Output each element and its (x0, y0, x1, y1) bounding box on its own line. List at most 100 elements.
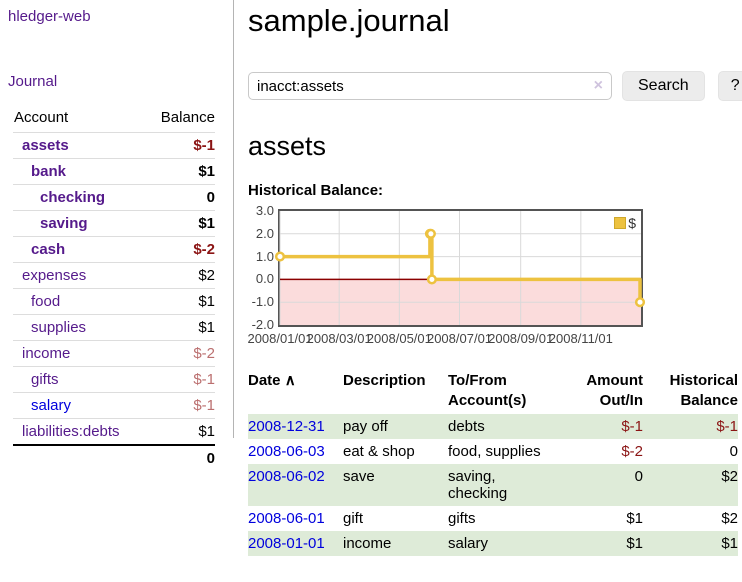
date-link[interactable]: 2008-06-03 (248, 443, 325, 460)
register-balance-cell: $1 (643, 531, 738, 556)
account-link[interactable]: cash (31, 241, 65, 258)
register-row: 2008-06-03eat & shopfood, supplies$-20 (248, 439, 738, 464)
register-header-row: Date ∧ Description To/From Account(s) Am… (248, 368, 738, 414)
account-link[interactable]: income (22, 345, 70, 362)
col-header-amount: Amount Out/In (569, 368, 643, 414)
account-balance: $1 (146, 159, 215, 185)
clear-search-icon[interactable]: × (594, 76, 603, 96)
account-link[interactable]: saving (40, 215, 88, 232)
account-link[interactable]: salary (31, 397, 71, 414)
chart-legend: $ (614, 215, 636, 231)
account-balance: $-1 (146, 367, 215, 393)
register-accounts-cell: gifts (448, 506, 569, 531)
register-date-cell: 2008-06-02 (248, 464, 343, 506)
account-row: supplies$1 (13, 315, 215, 341)
register-description-cell: income (343, 531, 448, 556)
register-date-cell: 2008-06-03 (248, 439, 343, 464)
x-axis-tick-label: 2008/05/01 (367, 331, 432, 346)
date-link[interactable]: 2008-06-02 (248, 468, 325, 485)
register-description-cell: pay off (343, 414, 448, 439)
search-row: × Search ? (248, 71, 742, 101)
account-row: salary$-1 (13, 393, 215, 419)
balance-column-header: Balance (146, 106, 215, 133)
col-header-accounts: To/From Account(s) (448, 368, 569, 414)
register-amount-cell: $-1 (569, 414, 643, 439)
account-link[interactable]: assets (22, 137, 69, 154)
account-heading: assets (248, 130, 742, 162)
account-balance: $1 (146, 419, 215, 446)
register-balance-cell: $-1 (643, 414, 738, 439)
register-balance-cell: $2 (643, 464, 738, 506)
register-row: 2008-12-31pay offdebts$-1$-1 (248, 414, 738, 439)
sidebar: hledger-web Journal Account Balance asse… (0, 0, 233, 582)
account-balance: $-1 (146, 133, 215, 159)
col-header-date[interactable]: Date ∧ (248, 368, 343, 414)
account-balance: $1 (146, 289, 215, 315)
historical-balance-chart: $ 3.02.01.00.0-1.0-2.02008/01/012008/03/… (248, 209, 668, 351)
x-axis-tick-label: 2008/11/01 (549, 331, 613, 346)
search-box: × (248, 72, 612, 100)
legend-swatch-icon (614, 217, 626, 229)
chart-plot: $ (278, 209, 643, 327)
accounts-total-balance: 0 (146, 445, 215, 471)
account-link[interactable]: bank (31, 163, 66, 180)
x-axis-tick-label: 2008/07/01 (427, 331, 492, 346)
register-accounts-cell: salary (448, 531, 569, 556)
register-table: Date ∧ Description To/From Account(s) Am… (248, 368, 738, 556)
search-input[interactable] (248, 72, 612, 100)
accounts-total-row: 0 (13, 445, 215, 471)
register-date-cell: 2008-01-01 (248, 531, 343, 556)
account-link[interactable]: supplies (31, 319, 86, 336)
account-row: liabilities:debts $1 (13, 419, 215, 446)
y-axis-tick-label: -2.0 (248, 317, 274, 332)
register-row: 2008-01-01incomesalary$1$1 (248, 531, 738, 556)
date-link[interactable]: 2008-06-01 (248, 510, 325, 527)
account-row: saving$1 (13, 211, 215, 237)
register-description-cell: save (343, 464, 448, 506)
account-balance: $-2 (146, 237, 215, 263)
journal-link[interactable]: Journal (8, 73, 233, 90)
y-axis-tick-label: 3.0 (248, 203, 274, 218)
y-axis-tick-label: 2.0 (248, 226, 274, 241)
col-header-balance: Historical Balance (643, 368, 738, 414)
register-amount-cell: $1 (569, 531, 643, 556)
register-date-cell: 2008-12-31 (248, 414, 343, 439)
register-row: 2008-06-02savesaving, checking0$2 (248, 464, 738, 506)
register-row: 2008-06-01giftgifts$1$2 (248, 506, 738, 531)
account-link[interactable]: checking (40, 189, 105, 206)
account-link[interactable]: gifts (31, 371, 59, 388)
chart-title: Historical Balance: (248, 182, 742, 199)
y-axis-tick-label: -1.0 (248, 294, 274, 309)
search-button[interactable]: Search (622, 71, 705, 101)
help-button[interactable]: ? (718, 71, 742, 101)
page: hledger-web Journal Account Balance asse… (0, 0, 742, 582)
page-title: sample.journal (248, 3, 742, 39)
account-balance: 0 (146, 185, 215, 211)
register-balance-cell: 0 (643, 439, 738, 464)
x-axis-tick-label: 2008/01/01 (247, 331, 312, 346)
account-row: expenses$2 (13, 263, 215, 289)
x-axis-tick-label: 2008/03/01 (307, 331, 372, 346)
account-row: checking 0 (13, 185, 215, 211)
x-axis-tick-label: 2008/09/01 (488, 331, 553, 346)
register-date-cell: 2008-06-01 (248, 506, 343, 531)
register-accounts-cell: saving, checking (448, 464, 569, 506)
col-header-description: Description (343, 368, 448, 414)
y-axis-tick-label: 1.0 (248, 249, 274, 264)
account-row: income $-2 (13, 341, 215, 367)
account-balance: $-2 (146, 341, 215, 367)
app-title-link[interactable]: hledger-web (8, 8, 233, 25)
main-content: sample.journal × Search ? assets Histori… (233, 0, 742, 582)
sort-ascending-icon: ∧ (285, 372, 296, 389)
account-row: assets $-1 (13, 133, 215, 159)
account-row: cash $-2 (13, 237, 215, 263)
account-link[interactable]: food (31, 293, 60, 310)
register-body: 2008-12-31pay offdebts$-1$-12008-06-03ea… (248, 414, 738, 556)
account-link[interactable]: expenses (22, 267, 86, 284)
date-link[interactable]: 2008-12-31 (248, 418, 325, 435)
register-amount-cell: $1 (569, 506, 643, 531)
account-link[interactable]: liabilities:debts (22, 423, 120, 440)
date-link[interactable]: 2008-01-01 (248, 535, 325, 552)
account-column-header: Account (13, 106, 146, 133)
accounts-header-row: Account Balance (13, 106, 215, 133)
